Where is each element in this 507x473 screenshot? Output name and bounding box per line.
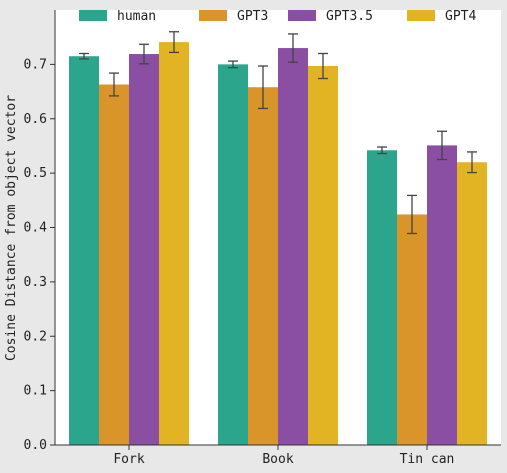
error-bar-human-fork [79, 52, 89, 60]
legend-item-gpt35: GPT3.5 [288, 9, 373, 24]
bar-human-fork [69, 56, 99, 445]
error-bar-human-book [228, 60, 238, 69]
x-ticks-layer: Fork Book Tin can [113, 445, 454, 467]
legend: human GPT3 GPT3.5 GPT4 [79, 9, 476, 24]
legend-item-gpt3: GPT3 [199, 9, 268, 24]
error-bar-human-tin-can [377, 146, 387, 155]
legend-swatch [199, 10, 227, 21]
y-tick-label: 0.1 [24, 384, 47, 399]
error-bar-gpt3-tin-can [407, 194, 417, 235]
error-bar-gpt35-tin-can [437, 130, 447, 161]
error-bar-gpt35-fork [139, 43, 149, 65]
error-bar-gpt3-book [258, 65, 268, 110]
y-tick-label: 0.5 [24, 166, 47, 181]
legend-label: human [117, 9, 156, 24]
bar-gpt35-tin-can [427, 145, 457, 446]
legend-label: GPT4 [445, 9, 476, 24]
error-bars-layer [79, 31, 477, 235]
y-tick-label: 0.4 [24, 221, 48, 236]
y-axis-label: Cosine Distance from object vector [4, 95, 19, 361]
bar-gpt4-fork [159, 42, 189, 446]
bar-gpt3-fork [99, 84, 129, 446]
error-bar-gpt3-fork [109, 72, 119, 97]
legend-swatch [288, 10, 316, 21]
bar-gpt35-book [278, 48, 308, 445]
y-tick-label: 0.3 [24, 275, 47, 290]
bar-gpt4-book [308, 66, 338, 445]
legend-item-gpt4: GPT4 [407, 9, 476, 24]
error-bar-gpt4-fork [169, 31, 179, 54]
legend-swatch [407, 10, 435, 21]
bars-layer [69, 42, 487, 446]
error-bar-gpt35-book [288, 33, 298, 63]
bar-gpt3-book [248, 87, 278, 446]
legend-item-human: human [79, 9, 156, 24]
y-tick-label: 0.0 [24, 438, 47, 453]
bar-gpt3-tin-can [397, 214, 427, 445]
error-bar-gpt4-tin-can [467, 151, 477, 174]
legend-label: GPT3.5 [326, 9, 373, 24]
x-tick-label: Fork [113, 452, 144, 467]
legend-label: GPT3 [237, 9, 268, 24]
y-tick-label: 0.6 [24, 112, 47, 127]
bar-gpt35-fork [129, 54, 159, 445]
bar-human-tin-can [367, 150, 397, 445]
bar-human-book [218, 64, 248, 445]
y-ticks-layer: 0.0 0.1 0.2 0.3 0.4 0.5 0.6 0.7 [24, 57, 55, 453]
legend-swatch [79, 10, 107, 21]
y-tick-label: 0.2 [24, 329, 47, 344]
y-tick-label: 0.7 [24, 57, 47, 72]
x-tick-label: Book [262, 452, 293, 467]
error-bar-gpt4-book [318, 52, 328, 80]
x-tick-label: Tin can [400, 452, 455, 467]
bar-gpt4-tin-can [457, 162, 487, 445]
